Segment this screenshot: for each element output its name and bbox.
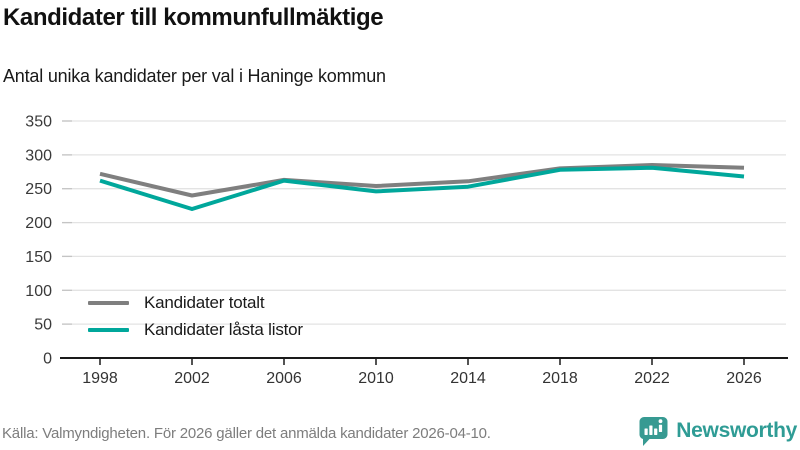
source-note: Källa: Valmyndigheten. För 2026 gäller d… [2, 425, 491, 442]
brand-logo: Newsworthy [638, 415, 797, 447]
x-tick-label: 1998 [82, 370, 118, 387]
x-tick-label: 2006 [266, 370, 302, 387]
x-tick-label: 2026 [726, 370, 762, 387]
legend-item-locked-lists: Kandidater låsta listor [88, 316, 303, 343]
y-tick-label: 150 [25, 249, 52, 266]
x-tick-label: 2014 [450, 370, 486, 387]
series-line-total [99, 163, 745, 198]
legend-swatch-total-line [88, 300, 129, 305]
newsworthy-badge-icon [639, 417, 668, 446]
y-tick-label: 50 [34, 317, 52, 334]
series-line-locked-lists [99, 165, 745, 211]
legend: Kandidater totalt Kandidater låsta listo… [88, 289, 303, 343]
chart-title: Kandidater till kommunfullmäktige [3, 4, 384, 31]
y-tick-label: 350 [25, 114, 52, 131]
x-tick-label: 2010 [358, 370, 394, 387]
chart-subtitle: Antal unika kandidater per val i Haninge… [3, 66, 386, 86]
y-tick-label: 200 [25, 215, 52, 232]
y-tick-label: 300 [25, 147, 52, 164]
x-tick-label: 2018 [542, 370, 578, 387]
y-tick-label: 100 [25, 283, 52, 300]
legend-swatch-locked-lists-line [88, 327, 129, 332]
y-tick-label: 0 [43, 351, 52, 368]
legend-label-locked-lists: Kandidater låsta listor [144, 319, 303, 339]
brand-name: Newsworthy [676, 419, 797, 442]
legend-label-total: Kandidater totalt [144, 292, 265, 312]
y-tick-label: 250 [25, 181, 52, 198]
legend-item-total: Kandidater totalt [88, 289, 303, 316]
x-tick-label: 2022 [634, 370, 670, 387]
x-tick-label: 2002 [174, 370, 210, 387]
chart-svg: 0 50 100 150 200 250 300 350 1998 2002 2006 2010 201… [25, 114, 788, 387]
